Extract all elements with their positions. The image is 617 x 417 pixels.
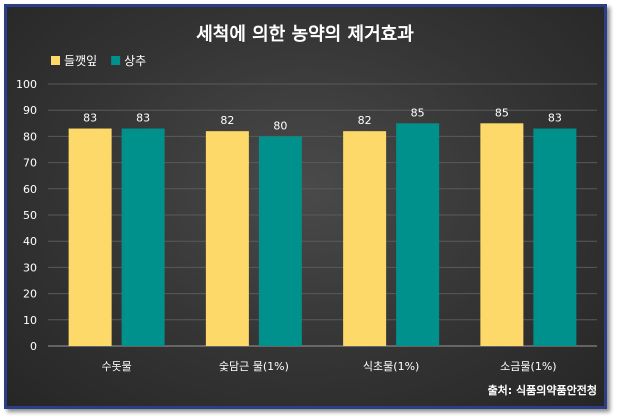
data-label-3-1: 83	[548, 112, 562, 125]
y-tick-label-8: 80	[23, 130, 37, 143]
legend-label-1: 상추	[124, 54, 146, 68]
y-tick-label-7: 70	[23, 157, 37, 170]
chart-canvas: 세척에 의한 농약의 제거효과 들깻잎 상추 0 10 20 30 40 50 60 70 80 9…	[16, 23, 597, 397]
bar-1-1	[258, 136, 302, 346]
y-tick-label-4: 40	[23, 235, 37, 248]
data-label-0-0: 83	[83, 112, 97, 125]
y-tick-label-0: 0	[30, 340, 37, 353]
x-category-label-0: 수돗물	[101, 360, 131, 373]
x-axis: 수돗물 숯담근 물(1%) 식초물(1%) 소금물(1%)	[101, 360, 556, 373]
data-label-3-0: 85	[495, 106, 509, 119]
chart-title: 세척에 의한 농약의 제거효과	[196, 23, 414, 45]
y-tick-label-2: 20	[23, 288, 37, 301]
data-label-1-1: 80	[273, 119, 287, 132]
data-label-1-0: 82	[220, 114, 234, 127]
data-label-0-1: 83	[136, 112, 150, 125]
y-axis: 0 10 20 30 40 50 60 70 80 90 100	[16, 78, 37, 353]
y-tick-label-3: 30	[23, 261, 37, 274]
bar-0-0	[68, 128, 112, 346]
y-tick-label-9: 90	[23, 104, 37, 117]
bar-3-0	[480, 123, 524, 346]
bar-0-1	[121, 128, 165, 346]
data-label-2-1: 85	[411, 106, 425, 119]
legend: 들깻잎 상추	[51, 54, 146, 68]
y-tick-label-6: 60	[23, 183, 37, 196]
chart-frame: 세척에 의한 농약의 제거효과 들깻잎 상추 0 10 20 30 40 50 60 70 80 9…	[4, 4, 607, 409]
legend-swatch-0	[51, 56, 60, 65]
x-category-label-1: 숯담근 물(1%)	[219, 360, 289, 373]
y-tick-label-5: 50	[23, 209, 37, 222]
bar-2-0	[343, 131, 387, 346]
x-category-label-2: 식초물(1%)	[363, 360, 419, 373]
bar-2-1	[396, 123, 440, 346]
bar-3-1	[533, 128, 577, 346]
x-category-label-3: 소금물(1%)	[500, 360, 556, 373]
y-tick-label-1: 10	[23, 314, 37, 327]
data-label-2-0: 82	[358, 114, 372, 127]
legend-swatch-1	[111, 56, 121, 65]
legend-label-0: 들깻잎	[64, 54, 97, 68]
y-tick-label-10: 100	[16, 78, 37, 91]
bars: 83 83 82 80 82 85 85 83	[68, 106, 577, 346]
source-note: 출처: 식품의약품안전청	[488, 383, 597, 397]
bar-1-0	[205, 131, 249, 346]
